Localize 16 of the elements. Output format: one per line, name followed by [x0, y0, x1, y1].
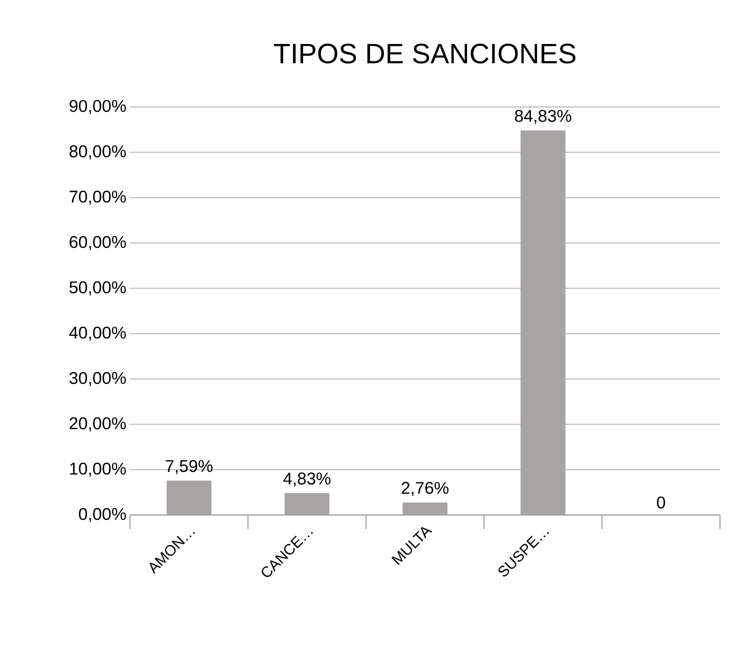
data-label: 4,83%	[283, 472, 330, 487]
data-label: 0	[656, 496, 666, 508]
data-label: 7,59%	[166, 460, 212, 474]
data-label: 84,83%	[514, 110, 572, 124]
y-tick-label: 60,00%	[70, 236, 126, 250]
y-tick-label: 20,00%	[70, 417, 126, 432]
chart-title: TIPOS DE SANCIONES	[274, 44, 576, 64]
y-tick-label: 0,00%	[78, 508, 126, 522]
y-tick-label: 70,00%	[70, 190, 126, 205]
y-tick-label: 80,00%	[70, 145, 126, 160]
y-tick-label: 10,00%	[70, 462, 126, 477]
y-tick-label: 50,00%	[70, 281, 126, 296]
y-tick-label: 90,00%	[70, 100, 126, 114]
y-tick-label: 40,00%	[69, 326, 126, 341]
y-tick-label: 30,00%	[69, 372, 126, 386]
data-label: 2,76%	[402, 482, 448, 496]
